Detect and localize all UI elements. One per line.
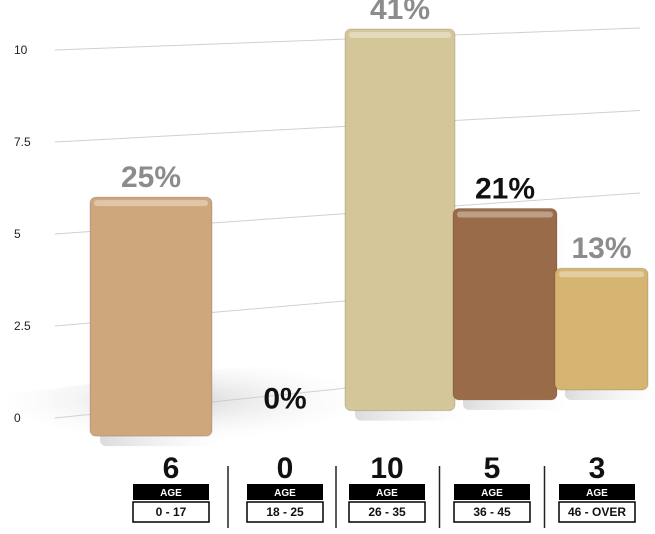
category-label: 26 - 35 (368, 505, 406, 519)
percent-label: 25% (121, 161, 181, 194)
bar-highlight (349, 32, 451, 39)
category-label: 36 - 45 (473, 505, 511, 519)
age-box (247, 484, 323, 500)
percent-label: 41% (370, 0, 430, 26)
y-tick-label: 5 (14, 227, 21, 241)
bar-highlight (457, 211, 553, 218)
count-label: 6 (163, 452, 180, 485)
range-box (348, 501, 426, 523)
age-box (133, 484, 209, 500)
bar-highlight (559, 271, 644, 278)
bar-highlight (94, 200, 208, 207)
y-tick-label: 2.5 (14, 319, 31, 333)
range-box (246, 501, 324, 523)
bar (344, 28, 456, 412)
y-axis-ticks: 02.557.510 (14, 43, 31, 425)
category-label: 18 - 25 (266, 505, 304, 519)
age-prefix-label: AGE (481, 488, 503, 499)
count-label: 0 (277, 452, 294, 485)
bar (452, 207, 558, 401)
age-prefix-label: AGE (160, 488, 182, 499)
age-prefix-label: AGE (274, 488, 296, 499)
y-tick-label: 10 (14, 43, 28, 57)
range-box (558, 501, 636, 523)
count-label: 10 (370, 452, 403, 485)
percent-labels: 25% 0% 41% 21% 13% (121, 0, 632, 415)
percent-label: 21% (475, 172, 535, 205)
count-label: 3 (589, 452, 606, 485)
count-label: 5 (484, 452, 501, 485)
percent-label: 0% (263, 382, 306, 415)
range-box (453, 501, 531, 523)
age-box (559, 484, 635, 500)
percent-label: 13% (571, 232, 631, 265)
age-prefix-label: AGE (586, 488, 608, 499)
age-box (454, 484, 530, 500)
age-prefix-label: AGE (376, 488, 398, 499)
age-box (349, 484, 425, 500)
bar (89, 196, 213, 437)
category-label: 46 - OVER (568, 505, 626, 519)
bars (89, 28, 649, 437)
bar (554, 267, 649, 391)
y-tick-label: 7.5 (14, 135, 31, 149)
category-footer: 6 AGE 0 - 17 0 AGE 18 - 25 10 AGE 26 - 35 5 AGE 36 … (132, 452, 636, 528)
range-box (132, 501, 210, 523)
category-label: 0 - 17 (156, 505, 187, 519)
